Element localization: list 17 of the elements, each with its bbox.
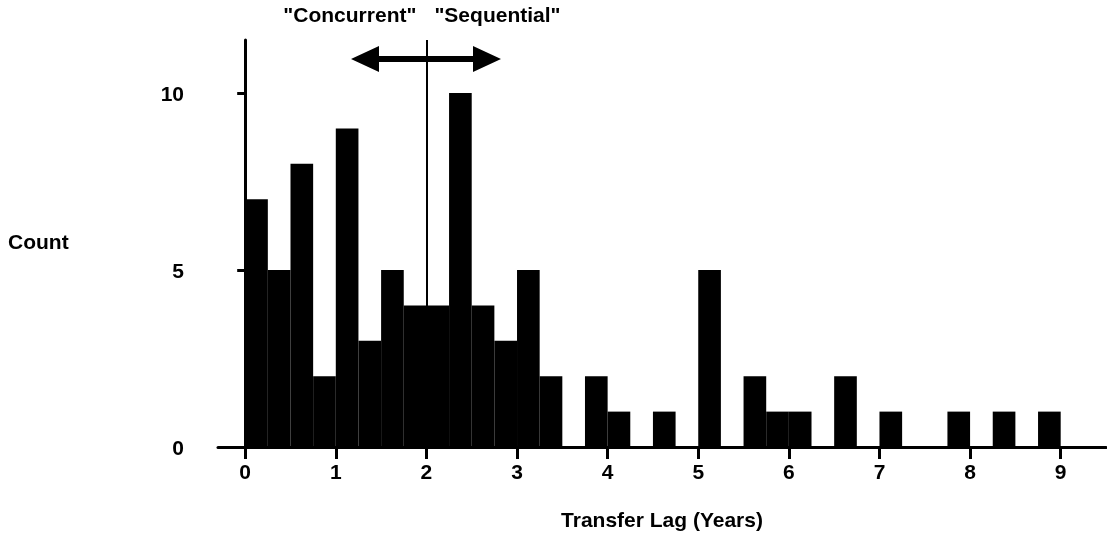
x-tick-label: 8 [964, 460, 977, 483]
x-axis-title: Transfer Lag (Years) [561, 508, 763, 531]
x-tick-label: 6 [783, 460, 795, 483]
text: "Concurrent" [283, 3, 417, 27]
x-tick-label: 1 [329, 460, 342, 483]
y-tick-label: 10 [160, 81, 184, 105]
y-tick-label: 5 [172, 258, 185, 282]
x-tick-label: 3 [511, 460, 523, 483]
x-tick-label: 0 [239, 460, 252, 483]
x-tick-label: 2 [420, 460, 433, 483]
text: "Sequential" [434, 3, 561, 27]
y-tick-label: 0 [172, 435, 184, 459]
x-tick-label: 9 [1054, 460, 1067, 483]
x-tick-label: 5 [692, 460, 705, 483]
x-tick-label: 4 [601, 460, 614, 483]
y-axis-title: Count [8, 229, 69, 254]
x-tick-label: 7 [873, 460, 886, 483]
